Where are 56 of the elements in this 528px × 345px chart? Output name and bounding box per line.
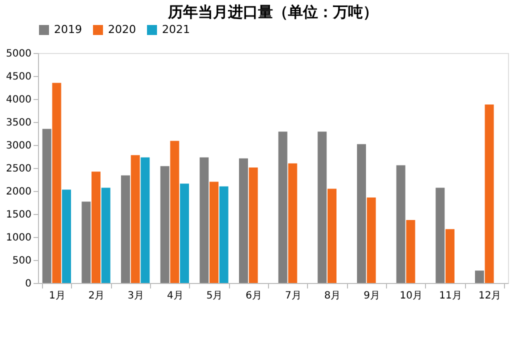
legend-label: 2021 (162, 23, 190, 36)
bar (170, 140, 180, 283)
bar (180, 184, 190, 283)
y-tick-label: 2000 (6, 186, 32, 198)
bar (474, 270, 484, 283)
y-tick-label: 5000 (6, 48, 32, 60)
bar (140, 157, 150, 283)
x-tick-label: 3月 (128, 290, 144, 302)
y-tick-label: 4000 (6, 94, 32, 106)
bar (318, 132, 327, 283)
bar (436, 188, 445, 283)
x-tick-label: 6月 (246, 290, 262, 302)
y-tick-label: 0 (25, 278, 32, 290)
y-tick-label: 500 (12, 256, 32, 266)
bar (121, 175, 130, 283)
y-tick-label: 1500 (6, 210, 32, 220)
bar (42, 128, 52, 283)
bar (327, 188, 336, 283)
bar (248, 168, 258, 283)
bar (130, 155, 140, 283)
bar (356, 144, 366, 283)
bar (445, 229, 454, 283)
y-tick-label: 3500 (6, 118, 32, 128)
bar (52, 82, 62, 283)
y-tick-label: 2500 (6, 164, 32, 174)
bar (160, 166, 170, 283)
bar (210, 182, 219, 283)
x-tick-label: 5月 (206, 290, 223, 302)
bar (366, 197, 376, 283)
bar (82, 202, 91, 283)
bar (92, 172, 101, 283)
x-tick-label: 8月 (324, 290, 341, 302)
y-tick-label: 1000 (6, 232, 32, 244)
bar (484, 104, 494, 283)
x-tick-label: 9月 (364, 290, 380, 302)
bar (200, 157, 209, 283)
bar (62, 190, 72, 283)
bar (396, 165, 406, 283)
y-tick-label: 4500 (6, 72, 32, 82)
bar (101, 188, 110, 283)
legend-label: 2019 (54, 23, 82, 36)
bar (219, 186, 228, 283)
x-tick-label: 10月 (400, 290, 423, 302)
bar (406, 220, 416, 283)
x-tick-label: 11月 (439, 290, 462, 302)
bar (239, 158, 248, 283)
x-tick-label: 1月 (48, 290, 66, 302)
bar (278, 132, 288, 283)
chart-title: 历年当月进口量（单位：万吨） (167, 3, 378, 21)
x-tick-label: 12月 (478, 290, 502, 302)
bar (288, 163, 298, 283)
y-tick-label: 3000 (6, 140, 32, 152)
x-tick-label: 2月 (88, 290, 105, 302)
x-tick-label: 7月 (284, 290, 302, 302)
x-tick-label: 4月 (166, 290, 184, 302)
legend-label: 2020 (108, 23, 136, 36)
